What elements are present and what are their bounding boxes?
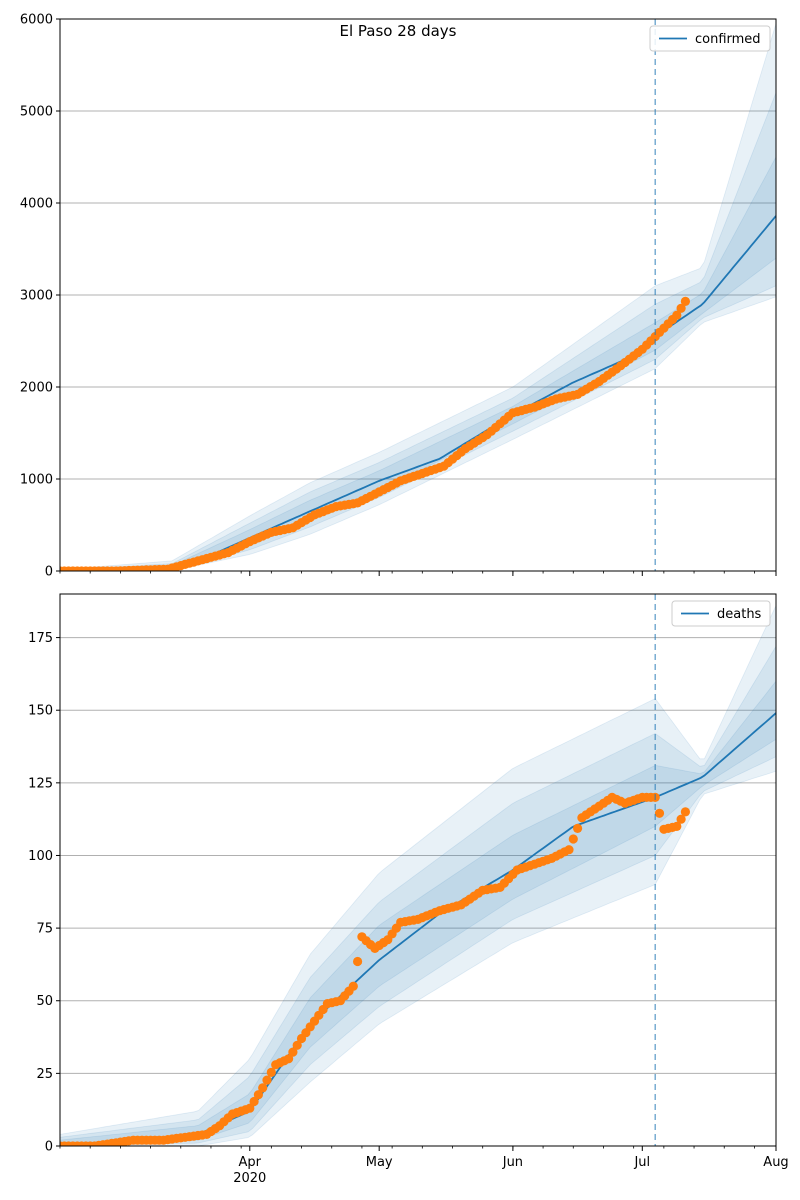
- y-tick-label: 25: [36, 1067, 53, 1082]
- observed-point: [676, 814, 686, 824]
- observed-point: [262, 1075, 272, 1085]
- observed-point: [564, 845, 574, 855]
- observed-point: [292, 1040, 302, 1050]
- observed-point: [288, 1047, 298, 1057]
- observed-point: [348, 981, 358, 991]
- panel-confirmed: 0 1000 2000 3000 4000 5000 6000 confirmed: [20, 13, 777, 580]
- legend-box: [649, 25, 771, 52]
- y-tick-label: 2000: [20, 381, 53, 396]
- y-tick-label: 0: [45, 1140, 53, 1155]
- legend-label: confirmed: [695, 32, 761, 47]
- observed-point: [258, 1083, 268, 1093]
- observed-point: [253, 1090, 263, 1100]
- observed-point: [680, 807, 691, 817]
- legend-box: [671, 600, 771, 627]
- observed-point: [353, 956, 363, 967]
- median-line-confirmed: [60, 215, 776, 571]
- y-tick-label: 1000: [20, 473, 53, 488]
- x-tick-label: Jul: [633, 1155, 650, 1170]
- plot-area: [60, 23, 776, 571]
- x-tick-label: Apr: [239, 1155, 262, 1170]
- observed-point: [245, 1103, 255, 1113]
- observed-point: [676, 303, 686, 313]
- y-tick-label: 75: [36, 922, 53, 937]
- observed-point: [680, 296, 691, 306]
- y-tick-label: 100: [28, 849, 53, 864]
- observed-point: [654, 808, 665, 818]
- chart-title: El Paso 28 days: [340, 22, 457, 40]
- observed-point: [284, 1054, 294, 1064]
- observed-point: [672, 310, 682, 320]
- uncertainty-band-3: [60, 680, 776, 1146]
- plot-area: [60, 605, 776, 1146]
- observed-point: [672, 821, 682, 832]
- y-tick-label: 5000: [20, 105, 53, 120]
- y-tick-label: 150: [28, 704, 53, 719]
- x-tick-label: Jun: [502, 1155, 523, 1170]
- observed-point: [568, 834, 578, 844]
- x-tick-label: Aug: [763, 1155, 788, 1170]
- observed-point: [573, 823, 583, 834]
- legend-deaths: deaths: [671, 600, 771, 627]
- y-tick-label: 50: [36, 994, 53, 1009]
- y-tick-label: 4000: [20, 197, 53, 212]
- x-tick-label: May: [366, 1155, 393, 1170]
- uncertainty-band-1: [60, 23, 776, 571]
- y-tick-label: 6000: [20, 13, 53, 28]
- y-tick-label: 175: [28, 631, 53, 646]
- y-tick-label: 125: [28, 776, 53, 791]
- axes-frame: [59, 593, 777, 1147]
- y-tick-label: 3000: [20, 289, 53, 304]
- uncertainty-band-1: [60, 605, 776, 1146]
- uncertainty-band-2: [60, 645, 776, 1146]
- observed-point: [266, 1067, 276, 1077]
- x-tick-sublabel: 2020: [233, 1171, 266, 1186]
- y-tick-label: 0: [45, 565, 53, 580]
- uncertainty-band-3: [60, 156, 776, 571]
- legend-label: deaths: [717, 607, 762, 622]
- observed-point: [249, 1096, 259, 1107]
- legend-confirmed: confirmed: [649, 25, 771, 52]
